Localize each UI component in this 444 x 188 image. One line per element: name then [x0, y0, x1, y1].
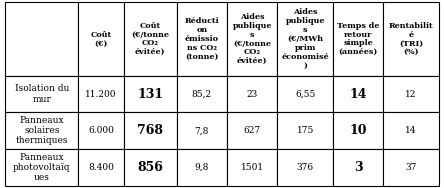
Bar: [333, 2, 383, 76]
Text: Aides
publique
s
(€/MWh
prim
économisé
): Aides publique s (€/MWh prim économisé ): [281, 8, 329, 70]
Bar: [177, 2, 227, 76]
Text: Coût
(€/tonne
CO₂
évitée): Coût (€/tonne CO₂ évitée): [131, 22, 169, 56]
Bar: [124, 149, 177, 186]
Bar: [278, 112, 333, 149]
Bar: [383, 112, 439, 149]
Bar: [5, 2, 79, 76]
Bar: [5, 112, 79, 149]
Text: 6.000: 6.000: [88, 126, 114, 135]
Bar: [79, 76, 124, 112]
Text: 85,2: 85,2: [192, 89, 212, 99]
Text: 376: 376: [297, 163, 314, 172]
Bar: [177, 76, 227, 112]
Text: 7,8: 7,8: [194, 126, 209, 135]
Text: Aides
publique
s
(€/tonne
CO₂
évitée): Aides publique s (€/tonne CO₂ évitée): [233, 13, 272, 65]
Text: 131: 131: [137, 87, 163, 101]
Text: 8.400: 8.400: [88, 163, 114, 172]
Text: 6,55: 6,55: [295, 89, 315, 99]
Text: 768: 768: [137, 124, 163, 137]
Text: 10: 10: [349, 124, 367, 137]
Bar: [177, 149, 227, 186]
Text: Panneaux
photovoltaïq
ues: Panneaux photovoltaïq ues: [13, 153, 71, 182]
Text: Réducti
on
émissio
ns CO₂
(tonne): Réducti on émissio ns CO₂ (tonne): [185, 17, 219, 61]
Bar: [278, 76, 333, 112]
Text: 175: 175: [297, 126, 314, 135]
Bar: [79, 149, 124, 186]
Bar: [383, 76, 439, 112]
Bar: [79, 2, 124, 76]
Bar: [124, 76, 177, 112]
Text: Isolation du
mur: Isolation du mur: [15, 84, 69, 104]
Text: Coût
(€): Coût (€): [91, 30, 111, 47]
Bar: [227, 149, 278, 186]
Bar: [177, 112, 227, 149]
Bar: [227, 112, 278, 149]
Text: 856: 856: [137, 161, 163, 174]
Bar: [5, 149, 79, 186]
Bar: [333, 76, 383, 112]
Text: 23: 23: [246, 89, 258, 99]
Text: 12: 12: [405, 89, 416, 99]
Text: 627: 627: [244, 126, 261, 135]
Text: 1501: 1501: [241, 163, 264, 172]
Bar: [278, 149, 333, 186]
Bar: [383, 2, 439, 76]
Bar: [278, 2, 333, 76]
Text: 14: 14: [349, 87, 367, 101]
Bar: [5, 76, 79, 112]
Bar: [333, 149, 383, 186]
Bar: [383, 149, 439, 186]
Text: Panneaux
solaires
thermiques: Panneaux solaires thermiques: [16, 116, 68, 145]
Bar: [227, 76, 278, 112]
Text: 37: 37: [405, 163, 416, 172]
Bar: [79, 112, 124, 149]
Bar: [333, 112, 383, 149]
Text: 14: 14: [405, 126, 417, 135]
Bar: [124, 2, 177, 76]
Bar: [227, 2, 278, 76]
Text: 9,8: 9,8: [194, 163, 209, 172]
Text: 3: 3: [354, 161, 362, 174]
Text: 11.200: 11.200: [85, 89, 117, 99]
Text: Temps de
retour
simple
(années): Temps de retour simple (années): [337, 22, 379, 56]
Text: Rentabilit
é
(TRI)
(%): Rentabilit é (TRI) (%): [388, 22, 433, 56]
Bar: [124, 112, 177, 149]
